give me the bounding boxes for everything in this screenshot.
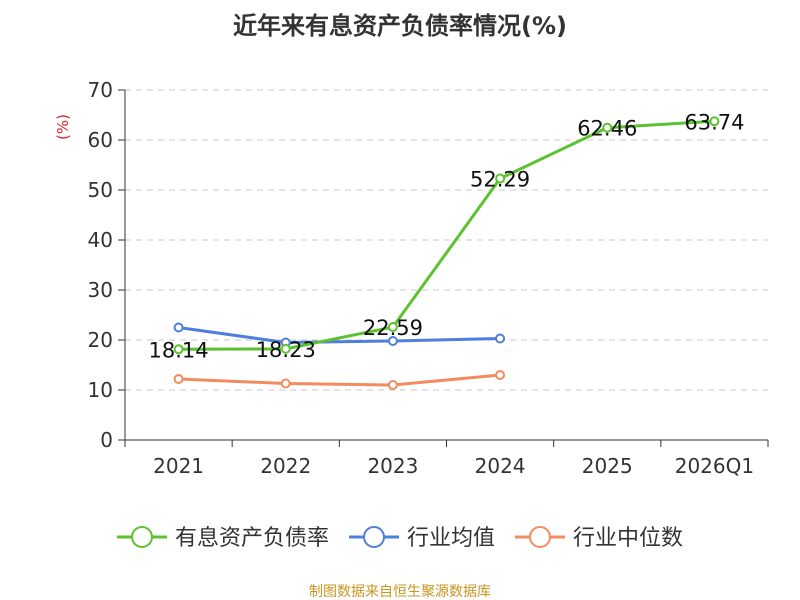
data-label: 63.74 xyxy=(684,110,744,134)
legend-marker xyxy=(363,526,385,548)
legend-label: 有息资产负债率 xyxy=(175,526,329,551)
y-tick-label: 20 xyxy=(88,328,113,352)
x-tick-label: 2026Q1 xyxy=(675,454,754,478)
data-point xyxy=(495,173,506,184)
data-label: 18.23 xyxy=(256,338,316,362)
legend-marker xyxy=(529,526,551,548)
y-tick-label: 70 xyxy=(88,78,113,102)
data-point xyxy=(495,333,506,344)
data-point xyxy=(495,370,506,380)
data-point xyxy=(387,380,398,390)
legend-label: 行业中位数 xyxy=(573,526,683,551)
series-lines xyxy=(173,116,720,390)
data-point xyxy=(173,344,184,355)
data-point xyxy=(709,116,720,127)
data-point xyxy=(173,374,184,384)
data-label: 22.59 xyxy=(363,316,423,340)
axes: 0 10 20 30 40 50 60 70 2021 2022 2023 2024 2025 2026Q… xyxy=(88,78,769,478)
source-note: 制图数据来自恒生聚源数据库 xyxy=(309,584,491,600)
y-tick-label: 50 xyxy=(88,178,113,202)
y-tick-label: 60 xyxy=(88,128,113,152)
y-tick-label: 30 xyxy=(88,278,113,302)
series-line xyxy=(178,373,501,387)
data-point xyxy=(173,322,184,333)
legend-item: 有息资产负债率 xyxy=(117,526,329,551)
series-line xyxy=(178,326,501,344)
data-label: 52.29 xyxy=(470,168,530,192)
y-tick-label: 10 xyxy=(88,378,113,402)
data-point xyxy=(387,322,398,333)
legend-label: 行业均值 xyxy=(407,526,495,551)
legend-item: 行业中位数 xyxy=(515,526,683,551)
legend-marker xyxy=(131,526,153,548)
legend-item: 行业均值 xyxy=(349,526,495,551)
y-tick-label: 40 xyxy=(88,228,113,252)
x-tick-label: 2021 xyxy=(153,454,204,478)
series-line xyxy=(178,119,715,351)
data-point xyxy=(280,343,291,354)
chart-title: 近年来有息资产负债率情况(%) xyxy=(233,12,567,40)
grid-lines xyxy=(125,89,768,391)
x-tick-label: 2022 xyxy=(260,454,311,478)
data-labels: 18.14 18.23 22.59 52.29 62.46 63.74 xyxy=(149,110,745,362)
x-tick-label: 2023 xyxy=(367,454,418,478)
x-tick-label: 2024 xyxy=(475,454,526,478)
data-point xyxy=(602,122,613,133)
data-point xyxy=(280,378,291,389)
data-point xyxy=(387,336,398,346)
legend: 有息资产负债率 行业均值 行业中位数 xyxy=(117,526,683,551)
data-label: 18.14 xyxy=(149,338,209,362)
y-axis-label: (%) xyxy=(54,114,72,140)
x-tick-label: 2025 xyxy=(582,454,633,478)
data-label: 62.46 xyxy=(577,117,637,141)
y-tick-label: 0 xyxy=(100,428,113,452)
